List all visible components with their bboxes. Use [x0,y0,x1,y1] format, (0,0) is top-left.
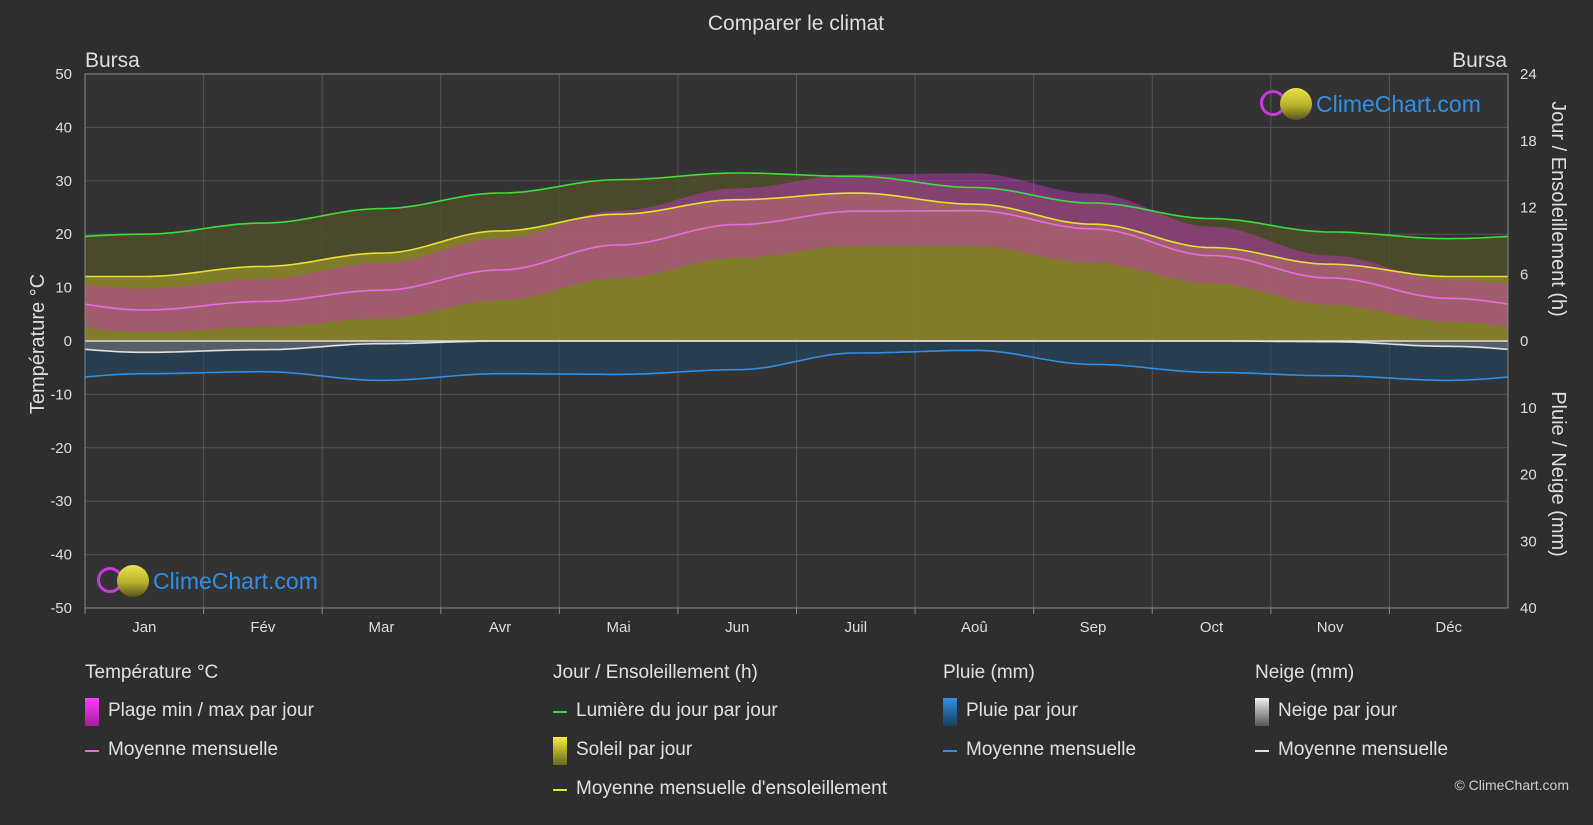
left-tick-label: 10 [55,280,72,297]
left-tick-label: 40 [55,119,72,136]
left-tick-label: 30 [55,173,72,190]
temp-mean-swatch [85,750,99,752]
climate-chart: 50 40 30 20 10 0 -10 -20 -30 -40 -50 24 18 12 6 0 10 20 30… [27,12,1569,636]
legend-sun: Jour / Ensoleillement (h) Lumière du jou… [553,662,887,817]
legend-snow: Neige (mm) Neige par jour Moyenne mensue… [1255,662,1448,778]
legend-item-label: Moyenne mensuelle d'ensoleillement [576,778,887,799]
copyright: © ClimeChart.com [1454,777,1569,793]
right-bottom-tick-label: 30 [1520,533,1537,550]
legend-item-label: Moyenne mensuelle [966,739,1137,760]
legend-item-rain-day: Pluie par jour [943,698,1136,739]
month-label: Fév [250,619,276,636]
right-bottom-tick-label: 20 [1520,467,1537,484]
temperature-range-band [85,173,1508,333]
sunshine-swatch [553,737,567,765]
month-label: Jan [132,619,156,636]
left-tick-label: 0 [64,333,72,350]
legend-title: Température °C [85,662,219,683]
daylight-line [84,172,1509,240]
legend-title: Pluie (mm) [943,662,1035,683]
legend-item-daylight: Lumière du jour par jour [553,700,887,739]
legend-item-temp-range: Plage min / max par jour [85,698,314,739]
climechart-logo-icon [1258,87,1314,121]
snow-mean-swatch [1255,750,1269,752]
legend-item-label: Lumière du jour par jour [576,700,778,721]
right-bottom-tick-label: 10 [1520,400,1537,417]
legend-title: Neige (mm) [1255,662,1355,683]
month-label: Mar [369,619,395,636]
daylight-swatch [553,711,567,713]
snow-swatch [1255,698,1269,726]
left-tick-label: -20 [50,440,72,457]
brand-text: ClimeChart.com [1316,90,1481,117]
legend-item-label: Neige par jour [1278,700,1398,721]
legend-temperature: Température °C Plage min / max par jour … [85,662,314,778]
rain-mean-line [84,349,1509,382]
left-axis-label: Température °C [27,274,49,414]
legend-item-label: Pluie par jour [966,700,1078,721]
legend-item-sunshine-mean: Moyenne mensuelle d'ensoleillement [553,778,887,817]
legend-item-label: Moyenne mensuelle [1278,739,1449,760]
sunshine-mean-line [85,192,1508,278]
month-label: Aoû [961,619,988,636]
left-tick-label: 20 [55,226,72,243]
month-label: Juil [845,619,868,636]
legend-title: Jour / Ensoleillement (h) [553,662,758,683]
chart-lines [84,172,1509,382]
right-top-tick-label: 6 [1520,266,1528,283]
right-top-tick-label: 0 [1520,333,1528,350]
location-right: Bursa [1452,49,1507,72]
rain-swatch [943,698,957,726]
month-label: Oct [1200,619,1224,636]
legend-item-snow-mean: Moyenne mensuelle [1255,739,1448,778]
month-label: Déc [1435,619,1462,636]
legend-rain: Pluie (mm) Pluie par jour Moyenne mensue… [943,662,1136,778]
left-tick-label: 50 [55,66,72,83]
left-tick-label: -10 [50,386,72,403]
sunshine-mean-swatch [553,789,567,791]
month-label: Jun [725,619,749,636]
location-left: Bursa [85,49,140,72]
chart-axes: 50 40 30 20 10 0 -10 -20 -30 -40 -50 24 18 12 6 0 10 20 30… [50,66,1536,636]
legend-item-label: Soleil par jour [576,739,693,760]
left-tick-label: -50 [50,600,72,617]
brand-text: ClimeChart.com [153,567,318,594]
right-top-axis-label: Jour / Ensoleillement (h) [1547,101,1569,317]
chart-title: Comparer le climat [708,12,884,35]
month-label: Avr [489,619,511,636]
right-top-tick-label: 18 [1520,133,1537,150]
legend-item-label: Moyenne mensuelle [108,739,279,760]
temperature-mean-line [84,209,1509,311]
sunshine-area [85,193,1508,341]
right-top-tick-label: 12 [1520,200,1537,217]
brand-logo-top: ClimeChart.com [1258,87,1481,121]
legend-item-sunshine: Soleil par jour [553,737,887,778]
legend-item-temp-mean: Moyenne mensuelle [85,739,314,778]
left-tick-label: -30 [50,493,72,510]
legend-item-label: Plage min / max par jour [108,700,314,721]
snow-mean-line [84,340,1509,354]
legend-item-snow-day: Neige par jour [1255,698,1448,739]
legend: Température °C Plage min / max par jour … [0,662,1593,822]
month-label: Sep [1080,619,1107,636]
month-label: Nov [1317,619,1344,636]
legend-item-rain-mean: Moyenne mensuelle [943,739,1136,778]
right-top-tick-label: 24 [1520,66,1537,83]
rain-mean-swatch [943,750,957,752]
climechart-logo-icon [95,564,151,598]
brand-logo-bottom: ClimeChart.com [95,564,318,598]
temp-range-swatch [85,698,99,726]
month-label: Mai [607,619,631,636]
left-tick-label: -40 [50,547,72,564]
right-bottom-tick-label: 40 [1520,600,1537,617]
right-bottom-axis-label: Pluie / Neige (mm) [1547,391,1569,557]
